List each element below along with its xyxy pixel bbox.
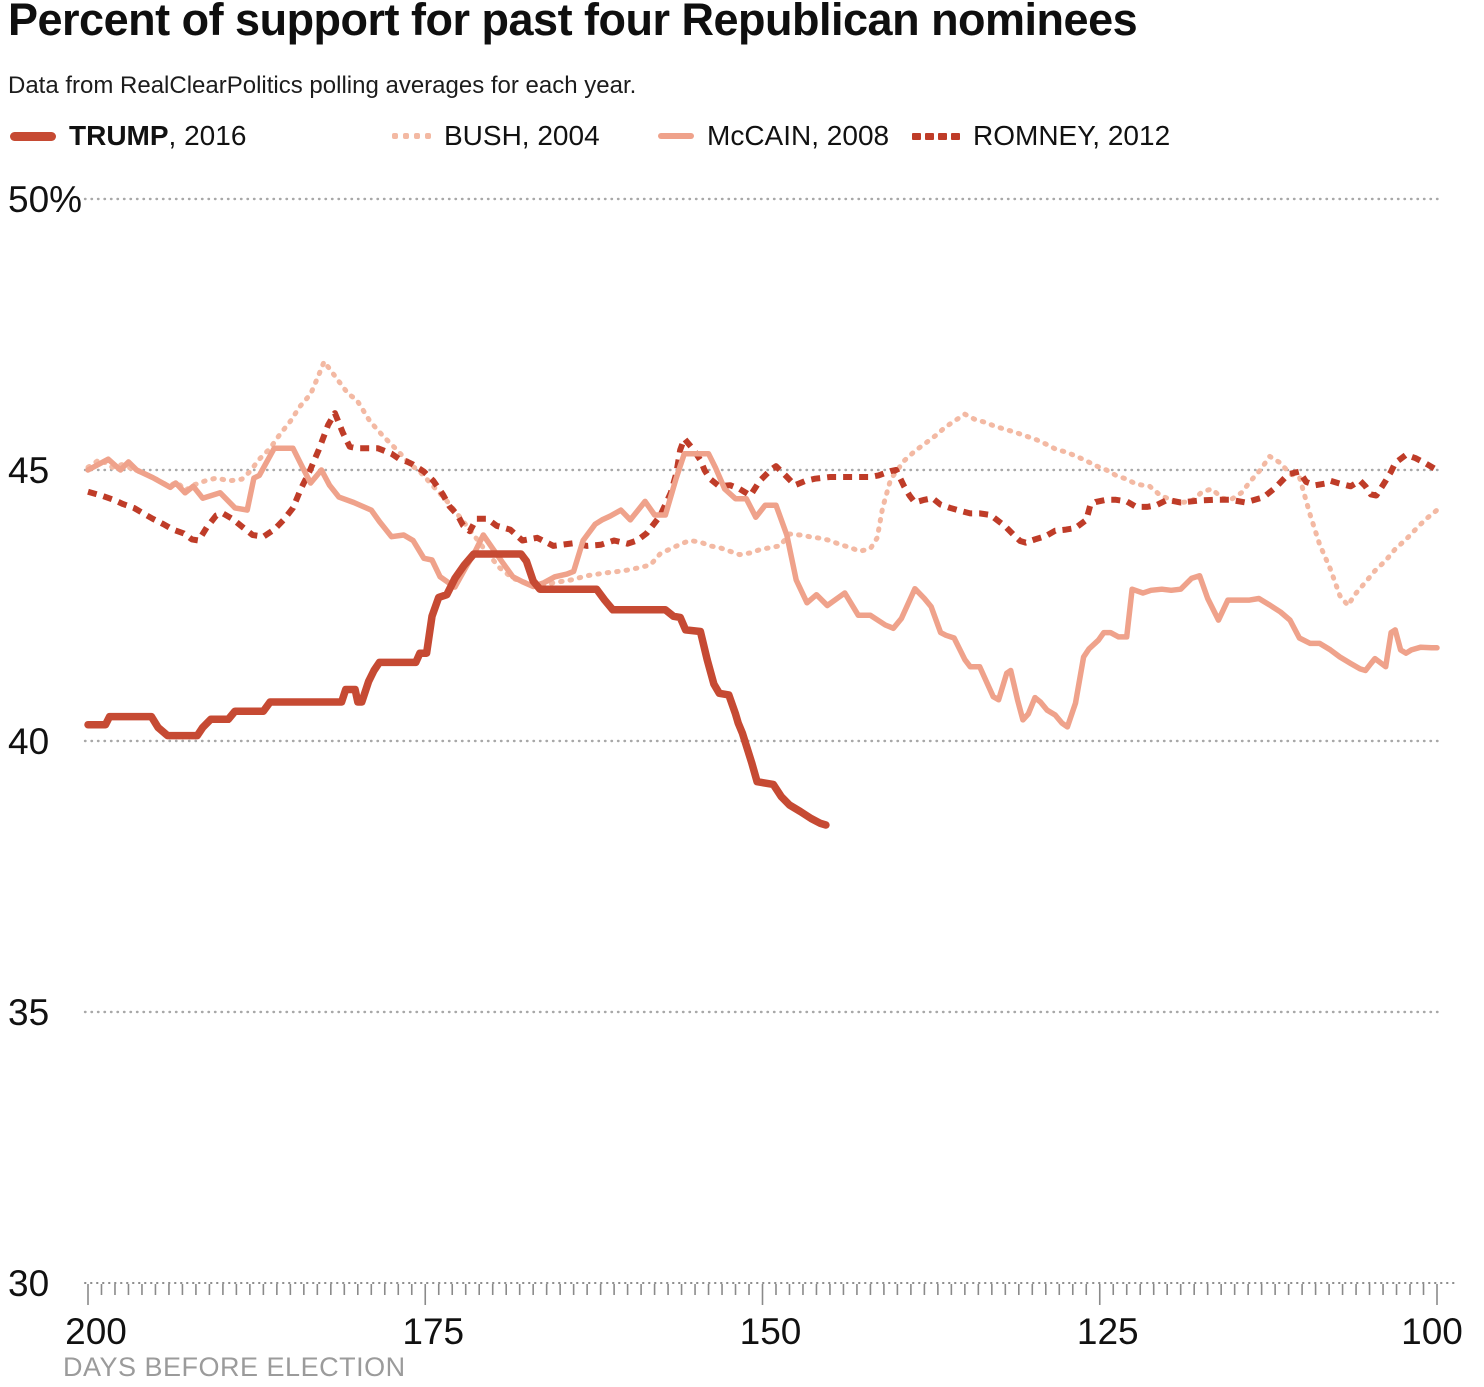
- mccain-line-swatch-icon: [658, 133, 694, 139]
- x-axis: [84, 1282, 1456, 1305]
- legend-item-mccain: McCAIN, 2008: [658, 118, 889, 154]
- chart-title: Percent of support for past four Republi…: [8, 0, 1138, 45]
- series: [84, 359, 1440, 829]
- chart-subtitle: Data from RealClearPolitics polling aver…: [8, 72, 637, 99]
- y-tick-label-50: 50%: [8, 179, 82, 220]
- x-tick-label-200: 200: [65, 1311, 127, 1352]
- legend-label: McCAIN, 2008: [707, 120, 890, 151]
- legend-item-romney: ROMNEY, 2012: [912, 118, 1170, 154]
- legend: TRUMP, 2016 BUSH, 2004 McCAIN, 2008 ROMN…: [0, 118, 1484, 154]
- series-line-bush: [85, 359, 1440, 608]
- legend-item-bush: BUSH, 2004: [392, 118, 600, 154]
- bush-dotted-swatch-icon: [392, 133, 431, 139]
- x-tick-label-175: 175: [402, 1311, 464, 1352]
- y-tick-label-35: 35: [8, 992, 49, 1033]
- series-line-mccain: [85, 445, 1440, 730]
- legend-label: TRUMP, 2016: [69, 120, 247, 151]
- axis-labels: 50% 45 40 35 30 200 175 150 125 100: [8, 179, 1463, 1352]
- legend-label: BUSH, 2004: [444, 120, 600, 151]
- x-tick-label-125: 125: [1077, 1311, 1139, 1352]
- series-line-romney: [87, 410, 1439, 549]
- x-axis-caption: DAYS BEFORE ELECTION: [63, 1352, 406, 1382]
- romney-dashed-swatch-icon: [912, 132, 960, 140]
- gridlines: [83, 197, 1444, 1014]
- legend-label: ROMNEY, 2012: [973, 120, 1171, 151]
- y-tick-label-45: 45: [8, 450, 49, 491]
- series-line-trump: [84, 550, 830, 829]
- trump-line-swatch-icon: [10, 131, 56, 141]
- legend-item-trump: TRUMP, 2016: [10, 118, 246, 154]
- x-tick-label-150: 150: [740, 1311, 802, 1352]
- y-tick-label-30: 30: [8, 1263, 49, 1304]
- y-tick-label-40: 40: [8, 721, 49, 762]
- x-tick-label-100: 100: [1401, 1311, 1463, 1352]
